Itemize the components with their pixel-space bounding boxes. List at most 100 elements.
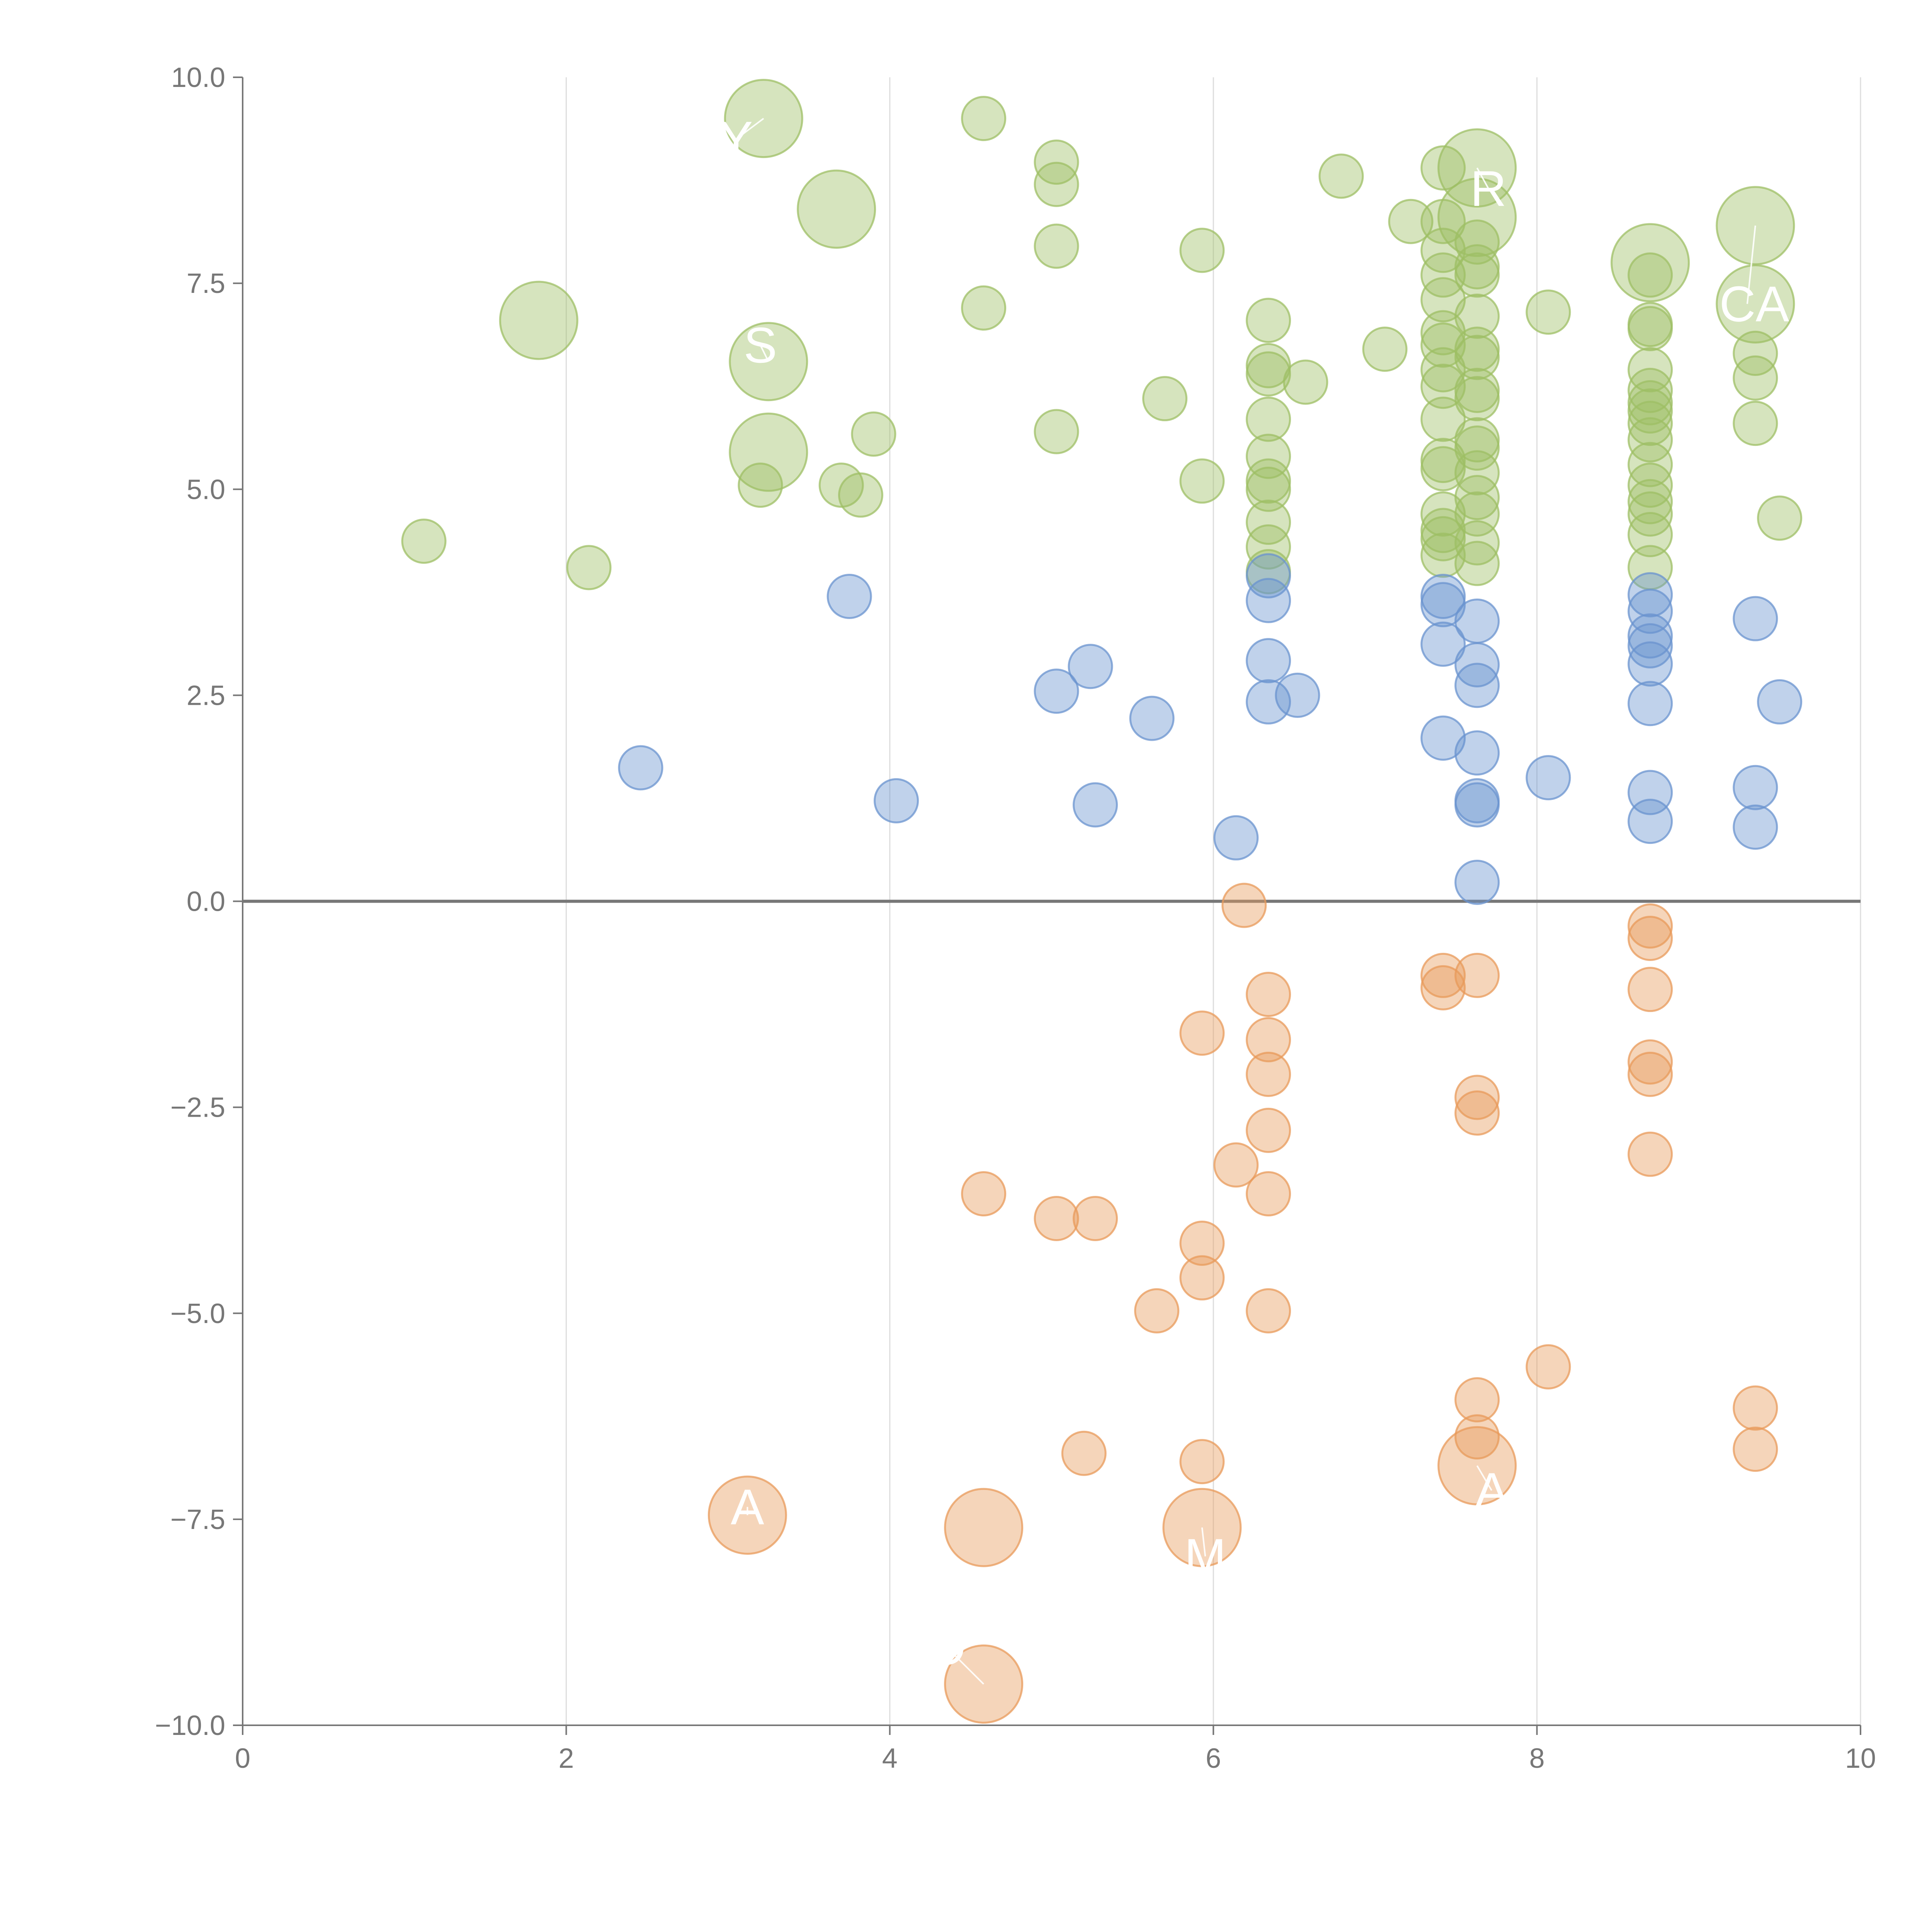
green-point <box>1733 355 1778 401</box>
orange-point <box>1246 1107 1291 1153</box>
annotation-label: O <box>927 1619 966 1675</box>
green-point <box>1420 364 1466 409</box>
green-point <box>1246 351 1291 397</box>
annotation-leader <box>1201 1527 1206 1557</box>
orange-point <box>1420 952 1466 998</box>
green-point <box>1454 252 1500 298</box>
y-tick-label: 7.5 <box>187 268 225 299</box>
orange-point <box>1454 1075 1500 1120</box>
green-point <box>1420 347 1466 393</box>
green-point <box>499 281 578 360</box>
y-tick-label: 5.0 <box>187 474 225 505</box>
blue-point <box>1129 696 1175 741</box>
annotation-label: M <box>1184 1528 1226 1585</box>
green-point <box>1628 512 1673 558</box>
annotation-leader <box>946 1646 985 1685</box>
green-point <box>566 545 612 590</box>
blue-point <box>618 745 663 791</box>
blue-point <box>1454 730 1500 776</box>
orange-point <box>1179 1255 1225 1301</box>
blue-point <box>1420 621 1466 667</box>
orange-point <box>1213 1142 1259 1188</box>
blue-point <box>1733 765 1778 810</box>
annotation-label: R <box>1470 160 1507 217</box>
blue-point <box>874 778 919 823</box>
orange-point <box>1034 1196 1079 1242</box>
blue-point <box>1073 782 1118 828</box>
orange-point <box>1179 1220 1225 1266</box>
orange-point <box>1134 1288 1180 1333</box>
green-point <box>1628 347 1673 393</box>
orange-point <box>1246 1288 1291 1333</box>
y-tick-label: −2.5 <box>170 1092 225 1123</box>
green-point <box>1388 199 1434 244</box>
green-point <box>1757 495 1803 541</box>
orange-point <box>1073 1196 1118 1242</box>
orange-point <box>1246 971 1291 1017</box>
orange-point <box>1628 1051 1673 1097</box>
green-point <box>1246 298 1291 343</box>
blue-point <box>1454 598 1500 644</box>
green-point <box>1246 396 1291 442</box>
annotation-leader <box>1746 225 1756 304</box>
y-tick-label: 2.5 <box>187 680 225 711</box>
orange-point <box>1454 952 1500 998</box>
annotation-label: ICA <box>1706 276 1789 332</box>
orange-point <box>1526 1344 1571 1389</box>
green-point <box>1420 145 1466 191</box>
y-tick-label: 10.0 <box>171 62 225 93</box>
annotation-leader <box>760 345 769 362</box>
green-point <box>1454 475 1500 520</box>
orange-point <box>1420 965 1466 1010</box>
annotation-leader <box>1476 1465 1493 1491</box>
blue-point <box>1068 644 1113 689</box>
blue-point <box>1420 715 1466 761</box>
green-point <box>961 96 1007 141</box>
green-point <box>1454 520 1500 566</box>
green-point <box>1454 376 1500 422</box>
green-point <box>1628 401 1673 446</box>
orange-point <box>1628 1131 1673 1177</box>
green-point <box>1454 450 1500 496</box>
y-tick-label: −5.0 <box>170 1298 225 1329</box>
blue-point <box>1628 681 1673 726</box>
green-point <box>1628 306 1673 351</box>
orange-point <box>1454 1414 1500 1460</box>
x-tick-label: 10 <box>1845 1743 1876 1774</box>
x-tick-label: 6 <box>1206 1743 1221 1774</box>
green-point <box>1318 153 1364 199</box>
blue-point <box>1733 804 1778 850</box>
blue-point <box>1454 782 1500 828</box>
x-tick-label: 4 <box>882 1743 898 1774</box>
green-point <box>1420 310 1466 355</box>
blue-point <box>1628 799 1673 844</box>
annotations: Y S R ICA A A M O <box>719 111 1789 1685</box>
orange-point <box>1246 1017 1291 1063</box>
green-point <box>1179 228 1225 273</box>
blue-point <box>1420 582 1466 628</box>
green-point <box>1362 327 1408 372</box>
blue-point <box>1275 672 1320 718</box>
green-point <box>1628 479 1673 524</box>
green-point <box>1034 223 1079 269</box>
green-point <box>1628 252 1673 298</box>
green-point <box>1246 434 1291 479</box>
green-point <box>1420 252 1466 298</box>
blue-point <box>1246 553 1291 599</box>
blue-point <box>827 573 872 619</box>
green-point <box>1420 277 1466 323</box>
orange-point <box>1628 1039 1673 1085</box>
orange-point <box>1733 1385 1778 1431</box>
orange-point <box>1179 1010 1225 1056</box>
blue-point <box>1628 613 1673 659</box>
blue-point <box>1246 679 1291 724</box>
x-tick-label: 8 <box>1529 1743 1545 1774</box>
orange-point <box>1246 1171 1291 1217</box>
blue-point <box>1246 638 1291 684</box>
orange-point <box>1179 1439 1225 1485</box>
blue-point <box>1034 668 1079 714</box>
green-point <box>1034 162 1079 207</box>
green-point <box>1454 541 1500 586</box>
orange-point <box>1628 903 1673 949</box>
